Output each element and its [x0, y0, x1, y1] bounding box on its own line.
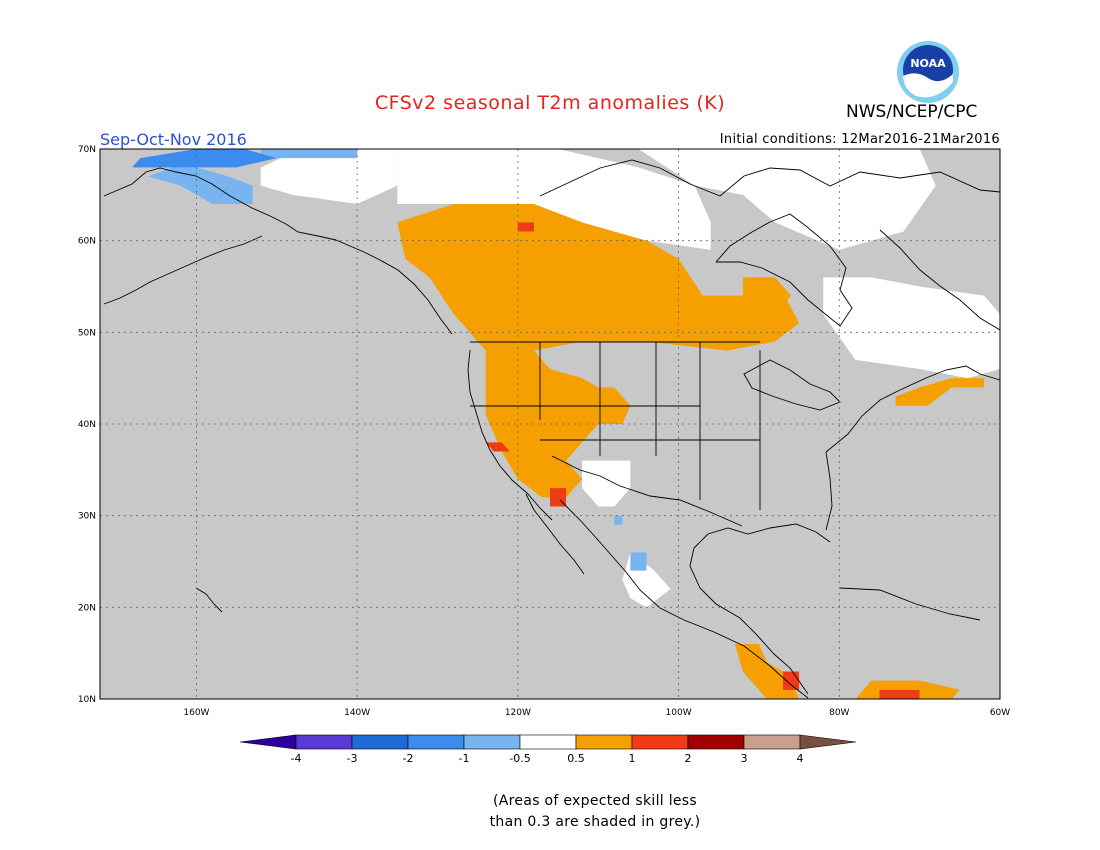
coastline-baja: [525, 493, 585, 575]
legend-label-4: -0.5: [509, 752, 530, 765]
legend-label-5: 0.5: [567, 752, 585, 765]
coastline-hawaii: [195, 587, 223, 613]
region-warm-0-5-1-12: [485, 350, 623, 498]
great-lakes: [743, 359, 841, 411]
legend-box-8: [743, 734, 801, 750]
region-cool-0-5-1-8: [614, 515, 623, 525]
legend-box-6: [631, 734, 689, 750]
region-warm-0-5-1-16: [895, 378, 984, 406]
coastline-gulf: [689, 523, 831, 695]
lat-tick-label-6: 10N: [78, 695, 96, 705]
legend-box-2: [407, 734, 465, 750]
noaa-logo: NOAA: [897, 41, 959, 103]
region-neutral-1: [397, 149, 711, 250]
legend-box-7: [687, 734, 745, 750]
region-neutral-3: [823, 277, 1000, 379]
coastline-caribbean: [839, 587, 981, 621]
region-warm-1-2-18: [485, 442, 510, 452]
coastline-florida: [825, 451, 833, 531]
region-neutral-2: [638, 149, 936, 250]
coastline-us-west: [467, 349, 553, 521]
region-warm-0-5-1-17: [742, 277, 792, 314]
legend-label-0: -4: [291, 752, 302, 765]
region-warm-1-2-22: [879, 689, 920, 699]
season-label: Sep-Oct-Nov 2016: [100, 130, 247, 149]
anomaly-map: 70N 60N 50N 40N 30N 20N 10N 160W 140W 120W 100W 80W…: [78, 145, 1010, 718]
legend-label-9: 4: [797, 752, 804, 765]
legend-label-1: -3: [347, 752, 358, 765]
lat-tick-label-1: 60N: [78, 237, 96, 247]
lon-tick-label-5: 60W: [990, 708, 1010, 718]
coastline-east: [825, 365, 1001, 453]
lon-tick-label-4: 80W: [829, 708, 849, 718]
map-frame: [99, 148, 1001, 700]
region-cool-0-5-1-6: [148, 167, 253, 204]
region-neutral-4: [582, 460, 631, 507]
lat-tick-label-0: 70N: [78, 145, 96, 155]
border-us-mexico: [551, 455, 743, 527]
coastline-arctic: [539, 159, 1001, 197]
footnote-line-2: than 0.3 are shaded in grey.): [489, 814, 701, 830]
legend-label-6: 1: [629, 752, 636, 765]
region-neutral-0: [260, 149, 398, 204]
lat-tick-label-3: 40N: [78, 420, 96, 430]
region-cool-0-5-1-7: [260, 149, 358, 159]
coastlines: [103, 159, 1001, 699]
legend-label-8: 3: [741, 752, 748, 765]
coastline-labrador: [879, 229, 1001, 331]
coastline-mexico-west: [559, 499, 809, 699]
legend-boxes: [239, 734, 857, 750]
coastline-bc: [335, 239, 453, 335]
coastline-hudson: [715, 213, 853, 327]
footnote-line-1: (Areas of expected skill less: [493, 793, 697, 809]
legend-label-2: -2: [403, 752, 414, 765]
lat-tick-label-4: 30N: [78, 512, 96, 522]
tick-labels: 70N 60N 50N 40N 30N 20N 10N 160W 140W 120W 100W 80W…: [78, 145, 1010, 718]
lon-tick-label-1: 140W: [344, 708, 370, 718]
coastline-alaska: [103, 167, 337, 241]
lat-tick-label-5: 20N: [78, 603, 96, 613]
legend-arrow-right: [799, 734, 857, 750]
legend-box-1: [351, 734, 409, 750]
lat-tick-label-2: 50N: [78, 328, 96, 338]
legend-box-0: [295, 734, 353, 750]
coastline-aleutians: [103, 235, 263, 305]
chart-title: CFSv2 seasonal T2m anomalies (K): [374, 92, 726, 114]
org-label: NWS/NCEP/CPC: [846, 102, 978, 122]
region-cool-1-2-10: [132, 149, 277, 168]
lon-tick-label-2: 120W: [505, 708, 531, 718]
lon-tick-label-0: 160W: [183, 708, 209, 718]
legend-label-3: -1: [459, 752, 470, 765]
legend-box-4: [519, 734, 577, 750]
legend-arrow-left: [239, 734, 297, 750]
noaa-logo-text: NOAA: [910, 57, 946, 70]
legend-labels: -4 -3 -2 -1 -0.5 0.5 1 2 3 4: [291, 752, 804, 765]
lon-tick-label-3: 100W: [666, 708, 692, 718]
legend-label-7: 2: [685, 752, 692, 765]
legend-box-5: [575, 734, 633, 750]
region-cool-0-5-1-9: [630, 552, 647, 571]
initial-conditions-label: Initial conditions: 12Mar2016-21Mar2016: [719, 132, 1000, 147]
region-warm-1-2-20: [517, 222, 534, 232]
legend-box-3: [463, 734, 521, 750]
